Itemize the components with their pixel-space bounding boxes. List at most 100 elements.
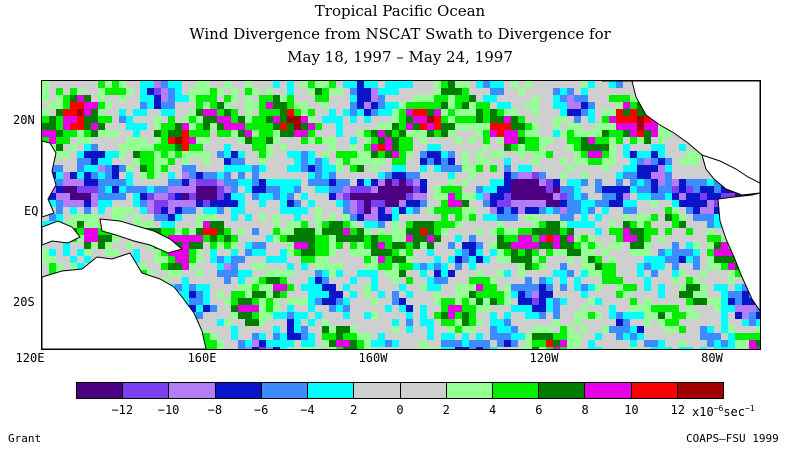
field-cell: [476, 256, 484, 264]
field-cell: [518, 186, 526, 194]
field-cell: [392, 144, 400, 152]
field-cell: [273, 186, 281, 194]
field-cell: [357, 249, 365, 257]
field-cell: [280, 319, 288, 327]
field-cell: [371, 270, 379, 278]
field-cell: [462, 249, 470, 257]
field-cell: [574, 277, 582, 285]
field-cell: [406, 284, 414, 292]
field-cell: [399, 165, 407, 173]
field-cell: [315, 256, 323, 264]
field-cell: [259, 137, 267, 145]
field-cell: [231, 347, 239, 349]
field-cell: [210, 228, 218, 236]
field-cell: [224, 256, 232, 264]
field-cell: [336, 298, 344, 306]
field-cell: [371, 144, 379, 152]
field-cell: [469, 151, 477, 159]
field-cell: [483, 221, 491, 229]
field-cell: [497, 284, 505, 292]
field-cell: [546, 207, 554, 215]
field-cell: [448, 207, 456, 215]
field-cell: [77, 186, 85, 194]
field-cell: [399, 130, 407, 138]
field-cell: [259, 95, 267, 103]
field-cell: [287, 193, 295, 201]
field-cell: [42, 95, 50, 103]
field-cell: [245, 221, 253, 229]
field-cell: [406, 81, 414, 89]
field-cell: [595, 333, 603, 341]
field-cell: [511, 123, 519, 131]
field-cell: [378, 109, 386, 117]
field-cell: [301, 186, 309, 194]
field-cell: [644, 130, 652, 138]
units-tail: sec: [723, 405, 746, 419]
field-cell: [588, 277, 596, 285]
field-cell: [525, 277, 533, 285]
field-cell: [441, 228, 449, 236]
field-cell: [203, 256, 211, 264]
field-cell: [329, 116, 337, 124]
field-cell: [686, 284, 694, 292]
field-cell: [546, 235, 554, 243]
field-cell: [469, 158, 477, 166]
field-cell: [679, 228, 687, 236]
field-cell: [686, 158, 694, 166]
field-cell: [84, 256, 92, 264]
field-cell: [546, 256, 554, 264]
field-cell: [532, 228, 540, 236]
field-cell: [280, 347, 288, 349]
field-cell: [553, 144, 561, 152]
field-cell: [707, 270, 715, 278]
field-cell: [525, 228, 533, 236]
field-cell: [392, 284, 400, 292]
field-cell: [588, 207, 596, 215]
field-cell: [679, 263, 687, 271]
field-cell: [581, 249, 589, 257]
field-cell: [350, 81, 358, 89]
field-cell: [462, 333, 470, 341]
field-cell: [581, 263, 589, 271]
field-cell: [231, 319, 239, 327]
field-cell: [672, 284, 680, 292]
field-cell: [553, 130, 561, 138]
field-cell: [448, 130, 456, 138]
field-cell: [287, 158, 295, 166]
field-cell: [490, 305, 498, 313]
field-cell: [595, 319, 603, 327]
field-cell: [385, 242, 393, 250]
field-cell: [672, 207, 680, 215]
field-cell: [147, 270, 155, 278]
field-cell: [294, 130, 302, 138]
field-cell: [721, 193, 729, 201]
field-cell: [287, 207, 295, 215]
field-cell: [210, 123, 218, 131]
field-cell: [574, 270, 582, 278]
field-cell: [511, 200, 519, 208]
field-cell: [469, 186, 477, 194]
field-cell: [441, 256, 449, 264]
field-cell: [413, 109, 421, 117]
field-cell: [154, 263, 162, 271]
field-cell: [189, 130, 197, 138]
field-cell: [630, 340, 638, 348]
colorbar-tick-label: −10: [157, 403, 180, 417]
field-cell: [413, 207, 421, 215]
field-cell: [112, 130, 120, 138]
field-cell: [119, 109, 127, 117]
field-cell: [721, 270, 729, 278]
field-cell: [511, 144, 519, 152]
field-cell: [511, 319, 519, 327]
field-cell: [497, 263, 505, 271]
field-cell: [448, 256, 456, 264]
field-cell: [189, 228, 197, 236]
field-cell: [161, 186, 169, 194]
field-cell: [749, 340, 757, 348]
field-cell: [84, 88, 92, 96]
field-cell: [399, 242, 407, 250]
field-cell: [294, 151, 302, 159]
field-cell: [350, 200, 358, 208]
field-cell: [273, 144, 281, 152]
field-cell: [259, 249, 267, 257]
